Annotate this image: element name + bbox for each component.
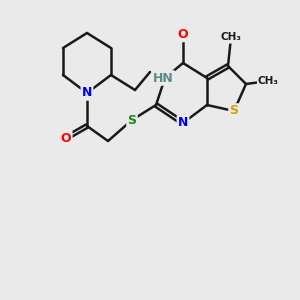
Text: N: N [82,86,92,100]
Text: CH₃: CH₃ [258,76,279,86]
Text: S: S [230,104,238,118]
Text: O: O [61,131,71,145]
Text: CH₃: CH₃ [220,32,242,43]
Text: O: O [178,28,188,41]
Text: S: S [128,113,136,127]
Text: HN: HN [153,71,174,85]
Text: N: N [178,116,188,130]
